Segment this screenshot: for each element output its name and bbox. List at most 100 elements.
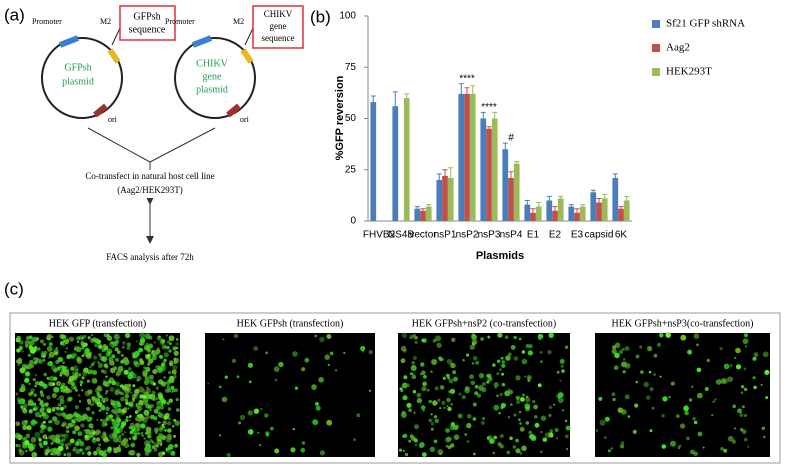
panel-label: (b) <box>310 7 331 26</box>
image-label: HEK GFP (transfection) <box>49 318 146 329</box>
legend-swatch <box>652 68 660 76</box>
error-bar <box>514 161 520 167</box>
right-plasmid: Promoter M2 CHIKV gene sequence CHIKV ge… <box>165 5 304 124</box>
fluorescence <box>207 333 373 458</box>
x-tick-label: capsid <box>585 230 614 241</box>
promoter-arrow <box>191 35 213 48</box>
bar <box>623 200 630 221</box>
image-label: HEK GFPsh+nsP3(co-transfection) <box>611 318 753 329</box>
bar <box>552 210 558 221</box>
bar <box>414 208 421 221</box>
bar <box>513 163 520 221</box>
ori-label: ori <box>108 115 118 124</box>
flow-step: (Aag2/HEK293T) <box>117 185 182 195</box>
bar <box>464 93 470 221</box>
legend-swatch <box>652 44 660 52</box>
ori-mark <box>93 103 108 118</box>
x-tick-label: nsP1 <box>434 230 457 241</box>
annotation: # <box>508 133 514 144</box>
error-bar <box>392 91 398 122</box>
micrograph <box>205 333 375 457</box>
x-tick-label: nsP4 <box>500 230 523 241</box>
x-tick-label: FHVB2 <box>363 230 396 241</box>
image-label: HEK GFPsh (transfection) <box>237 318 344 329</box>
error-bar <box>464 87 470 101</box>
bar <box>546 200 553 221</box>
site <box>107 48 121 64</box>
error-bar <box>480 111 486 126</box>
plasmid-circle <box>174 37 256 119</box>
bar <box>370 102 377 221</box>
bar <box>403 98 410 221</box>
bar <box>557 198 564 221</box>
promoter-label: Promoter <box>32 17 62 26</box>
ori-label: ori <box>240 115 250 124</box>
error-bar <box>492 111 498 126</box>
y-tick-label: 50 <box>345 113 357 124</box>
ori-mark <box>226 103 241 118</box>
error-bar <box>502 142 508 156</box>
connector <box>244 27 254 46</box>
bar <box>486 128 492 221</box>
error-bar <box>370 95 376 109</box>
connector <box>87 127 151 163</box>
error-bar <box>448 167 454 189</box>
error-bar <box>624 195 630 206</box>
bar <box>524 204 531 221</box>
bar <box>590 192 597 221</box>
bar <box>535 206 542 221</box>
insert-label: CHIKV <box>264 9 293 19</box>
bar <box>491 118 498 221</box>
bar <box>480 118 487 221</box>
x-tick-label: E3 <box>571 230 584 241</box>
site <box>240 48 254 64</box>
legend-label: Sf21 GFP shRNA <box>666 18 745 30</box>
x-tick-label: nsP3 <box>478 230 501 241</box>
error-bar <box>602 193 608 204</box>
annotation: **** <box>481 102 497 113</box>
error-bar <box>536 202 542 212</box>
x-tick-label: E1 <box>527 230 540 241</box>
error-bar <box>552 206 558 216</box>
bar <box>568 206 575 221</box>
error-bar <box>574 208 580 218</box>
x-tick-label: NS4B <box>388 230 414 241</box>
legend-label: Aag2 <box>666 42 690 54</box>
promoter-label: Promoter <box>165 17 195 26</box>
flow-step: Co-transfect in natural host cell line <box>85 171 214 181</box>
x-tick-label: 6K <box>615 230 628 241</box>
error-bar <box>486 126 492 132</box>
y-tick-label: 25 <box>345 164 357 175</box>
site-label: M2 <box>233 17 244 26</box>
annotation: **** <box>459 73 475 84</box>
plasmid-circle <box>41 37 123 119</box>
insert-label: sequence <box>262 33 295 43</box>
error-bar <box>530 208 536 218</box>
plasmid-name: plasmid <box>196 84 228 95</box>
bar <box>618 208 624 221</box>
insert-box <box>119 5 176 41</box>
plasmid-name: gene <box>203 71 222 82</box>
error-bar <box>546 195 552 206</box>
y-tick-label: 100 <box>339 11 356 22</box>
flow: Co-transfect in natural host cell line (… <box>60 127 240 262</box>
micrograph <box>595 333 770 457</box>
x-tick-label: nsP2 <box>456 230 479 241</box>
error-bar <box>580 204 586 210</box>
error-bar <box>508 171 514 185</box>
insert-box <box>252 5 304 49</box>
error-bar <box>568 204 574 210</box>
plasmid-name: GFPsh <box>64 62 91 73</box>
fluorescence <box>14 332 181 458</box>
error-bar <box>404 93 410 103</box>
site-label: M2 <box>100 17 111 26</box>
bar <box>425 206 432 221</box>
bar <box>392 106 399 221</box>
image-label: HEK GFPsh+nsP2 (co-transfection) <box>412 318 557 329</box>
y-tick-label: 0 <box>350 216 356 227</box>
error-bar <box>558 195 564 201</box>
error-bar <box>436 173 442 187</box>
bar <box>601 198 608 221</box>
x-axis-label: Plasmids <box>476 250 524 262</box>
